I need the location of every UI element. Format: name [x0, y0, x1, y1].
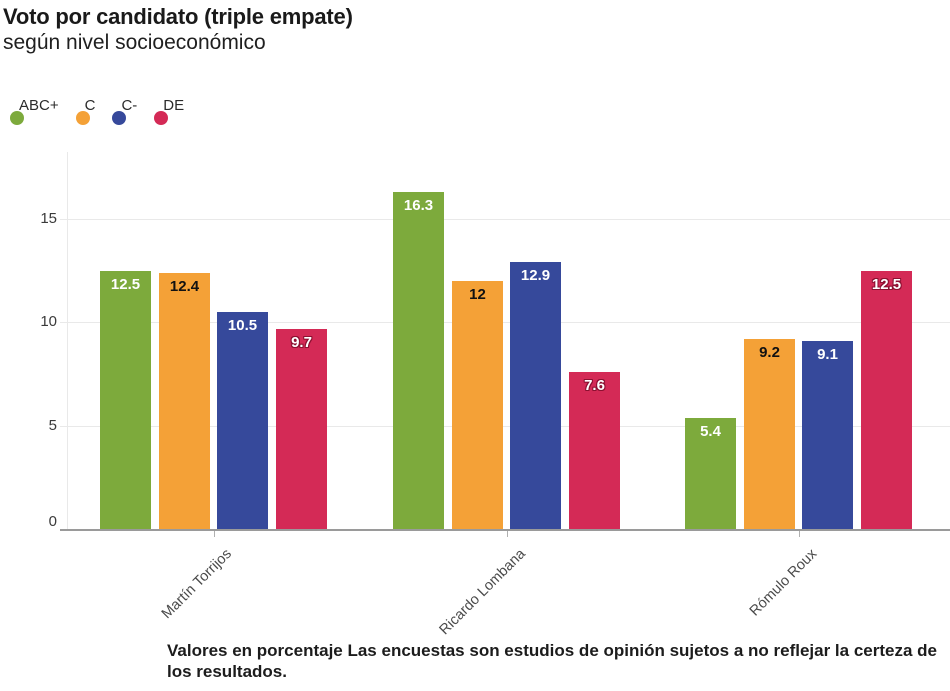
bar-de-1: 9.7: [276, 328, 327, 530]
x-axis-tick: [214, 531, 215, 537]
legend-label: C: [84, 97, 96, 114]
legend-item-de: DE: [154, 97, 184, 125]
bar-value-label: 12: [469, 285, 486, 303]
bar-c-1: 12.4: [159, 272, 210, 530]
bar-c-3: 9.1: [802, 341, 853, 530]
legend: ABC+ C C- DE: [10, 92, 201, 125]
legend-dot-icon: [112, 111, 127, 125]
x-axis-line: [60, 529, 950, 531]
bar-abc-3: 5.4: [685, 417, 736, 530]
bar-c-3: 9.2: [744, 339, 795, 530]
legend-dot-icon: [75, 111, 90, 125]
y-axis-line: [67, 152, 68, 530]
bar-value-label: 12.5: [110, 275, 141, 293]
legend-item-c: C-: [112, 97, 137, 125]
y-axis-tick-label: 0: [48, 513, 57, 530]
bar-de-3: 12.5: [861, 270, 912, 530]
legend-label: DE: [163, 97, 185, 114]
y-axis-tick-label: 10: [40, 313, 57, 331]
legend-dot-icon: [10, 111, 24, 125]
chart-subtitle: según nivel socioeconómico: [3, 31, 266, 54]
x-axis-tick: [799, 531, 800, 537]
bar-c-2: 12: [452, 280, 503, 530]
legend-label: ABC+: [19, 97, 59, 114]
bar-value-label: 12.9: [520, 267, 551, 285]
bar-value-label: 7.6: [584, 377, 605, 395]
bar-value-label: 9.2: [759, 344, 780, 361]
x-axis-category-label: Ricardo Lombana: [436, 546, 529, 639]
legend-label: C-: [121, 97, 138, 114]
bar-value-label: 12.5: [871, 275, 902, 293]
x-axis-tick: [507, 531, 508, 537]
bar-value-label: 10.5: [227, 317, 258, 335]
bar-abc-2: 16.3: [393, 191, 444, 530]
legend-item-abc: ABC+: [10, 97, 59, 125]
x-axis-category-label: Rómulo Roux: [746, 546, 821, 620]
bar-c-1: 10.5: [217, 312, 268, 530]
chart-title: Voto por candidato (triple empate): [3, 4, 353, 29]
legend-item-c: C: [75, 97, 96, 125]
gridline-y15: [60, 218, 950, 220]
bar-value-label: 12.4: [169, 277, 200, 295]
footer-note: Valores en porcentaje Las encuestas son …: [167, 641, 937, 681]
legend-dot-icon: [154, 111, 169, 125]
y-axis-tick-label: 15: [40, 209, 57, 227]
gridline-y10: [60, 322, 950, 324]
bar-c-2: 12.9: [510, 262, 561, 530]
x-axis-category-label: Martín Torrijos: [159, 546, 236, 623]
bar-value-label: 9.1: [817, 346, 838, 364]
y-axis-tick-label: 5: [48, 417, 57, 435]
bar-value-label: 5.4: [700, 422, 721, 440]
bar-value-label: 16.3: [403, 196, 434, 214]
gridline-y5: [60, 426, 950, 428]
bar-de-2: 7.6: [569, 372, 620, 530]
bar-value-label: 9.7: [291, 333, 312, 351]
bar-abc-1: 12.5: [100, 270, 151, 530]
